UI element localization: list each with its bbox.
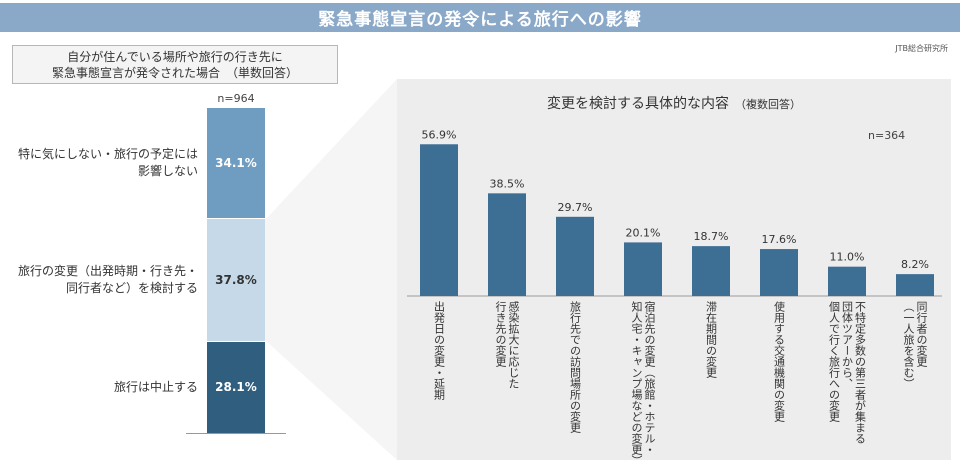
detail-panel-title: 変更を検討する具体的な内容 （複数回答）: [397, 93, 951, 113]
left-question-box: 自分が住んでいる場所や旅行の行き先に 緊急事態宣言が発令された場合 （単数回答）: [12, 45, 338, 84]
detail-panel: 変更を検討する具体的な内容 （複数回答） n=364 56.9% 38.5% 29.7…: [397, 79, 951, 466]
bar-value-label-8: 8.2%: [901, 258, 929, 271]
label-consider-change-line-2: 同行者など）を検討する: [65, 281, 198, 296]
question-line-1: 自分が住んでいる場所や旅行の行き先に: [67, 49, 283, 64]
category-label-7-line-2: 団体ツアーから、: [840, 301, 854, 389]
label-no-impact: 特に気にしない・旅行の予定には 影響しない: [18, 146, 198, 180]
bar-5: [692, 246, 730, 296]
category-label-2: 感染拡大に応じた 行き先の変更: [494, 301, 520, 389]
category-label-7: 不特定多数の第三者が集まる 団体ツアーから、 個人で行く旅行への変更: [828, 301, 867, 444]
bar-value-label-3: 29.7%: [558, 201, 593, 214]
category-label-1: 出発日の変更・延期: [433, 301, 446, 400]
bar-1: [420, 144, 458, 296]
segment-consider-change: 37.8%: [207, 218, 265, 342]
stacked-bar: 34.1% 37.8% 28.1%: [207, 108, 265, 433]
segment-cancel: 28.1%: [207, 341, 265, 433]
question-line-2: 緊急事態宣言が発令された場合 （単数回答）: [51, 65, 298, 80]
detail-title-text: 変更を検討する具体的な内容: [547, 96, 729, 112]
segment-no-impact-value: 34.1%: [215, 155, 257, 170]
bar-2: [488, 193, 526, 296]
label-no-impact-line-2: 影響しない: [137, 164, 198, 179]
bar-4: [624, 242, 662, 296]
category-label-6-line-1: 使用する交通機関の変更: [772, 301, 786, 422]
bar-3: [556, 216, 594, 296]
bar-value-label-7: 11.0%: [830, 251, 865, 264]
left-baseline: [186, 433, 286, 434]
bar-value-label-2: 38.5%: [490, 177, 525, 190]
category-label-7-line-3: 個人で行く旅行への変更: [827, 301, 841, 422]
detail-bar-chart: 56.9% 38.5% 29.7% 20.1% 18.7% 17.6% 11.0% 8.2%: [407, 128, 942, 297]
category-label-3-line-1: 旅行先での訪問場所の変更: [568, 301, 582, 433]
bar-8: [896, 274, 934, 296]
label-no-impact-line-1: 特に気にしない・旅行の予定には: [17, 147, 198, 162]
category-label-8: 同行者の変更 （一人旅を含む）: [902, 301, 928, 389]
segment-no-impact: 34.1%: [207, 108, 265, 219]
bar-6: [760, 249, 798, 296]
bar-7: [828, 266, 866, 296]
category-label-1-line-1: 出発日の変更・延期: [432, 301, 446, 400]
label-consider-change-line-1: 旅行の変更（出発時期・行き先・: [17, 264, 198, 279]
category-label-7-line-1: 不特定多数の第三者が集まる: [853, 301, 867, 444]
detail-title-note: （複数回答）: [735, 98, 801, 111]
segment-cancel-value: 28.1%: [215, 380, 257, 395]
category-label-8-line-1: 同行者の変更: [915, 301, 928, 367]
category-label-5-line-1: 滞在期間の変更: [704, 301, 718, 378]
category-label-4-line-2: 知人宅・キャンプ場などの変更）: [630, 301, 643, 466]
source-credit: JTB総合研究所: [895, 44, 948, 53]
bar-value-label-4: 20.1%: [626, 226, 661, 239]
left-sample-size: n=964: [217, 92, 255, 105]
callout-wedge: [265, 79, 397, 460]
category-label-8-line-2: （一人旅を含む）: [902, 301, 915, 389]
right-sample-size: n=364: [868, 129, 906, 142]
label-cancel: 旅行は中止する: [114, 379, 198, 396]
category-label-2-line-1: 感染拡大に応じた: [507, 301, 520, 389]
bar-value-label-5: 18.7%: [694, 230, 729, 243]
bar-value-label-6: 17.6%: [762, 233, 797, 246]
category-label-6: 使用する交通機関の変更: [773, 301, 786, 422]
category-label-5: 滞在期間の変更: [705, 301, 718, 378]
category-label-4-line-1: 宿泊先の変更（旅館・ホテル・: [643, 301, 656, 455]
label-cancel-line-1: 旅行は中止する: [113, 379, 198, 394]
segment-consider-change-value: 37.8%: [215, 272, 257, 287]
label-consider-change: 旅行の変更（出発時期・行き先・ 同行者など）を検討する: [18, 263, 198, 297]
bar-value-label-1: 56.9%: [422, 128, 457, 141]
category-label-4: 宿泊先の変更（旅館・ホテル・ 知人宅・キャンプ場などの変更）: [630, 301, 656, 466]
page-title: 緊急事態宣言の発令による旅行への影響: [0, 3, 960, 32]
category-label-3: 旅行先での訪問場所の変更: [569, 301, 582, 433]
category-label-2-line-2: 行き先の変更: [494, 301, 507, 367]
